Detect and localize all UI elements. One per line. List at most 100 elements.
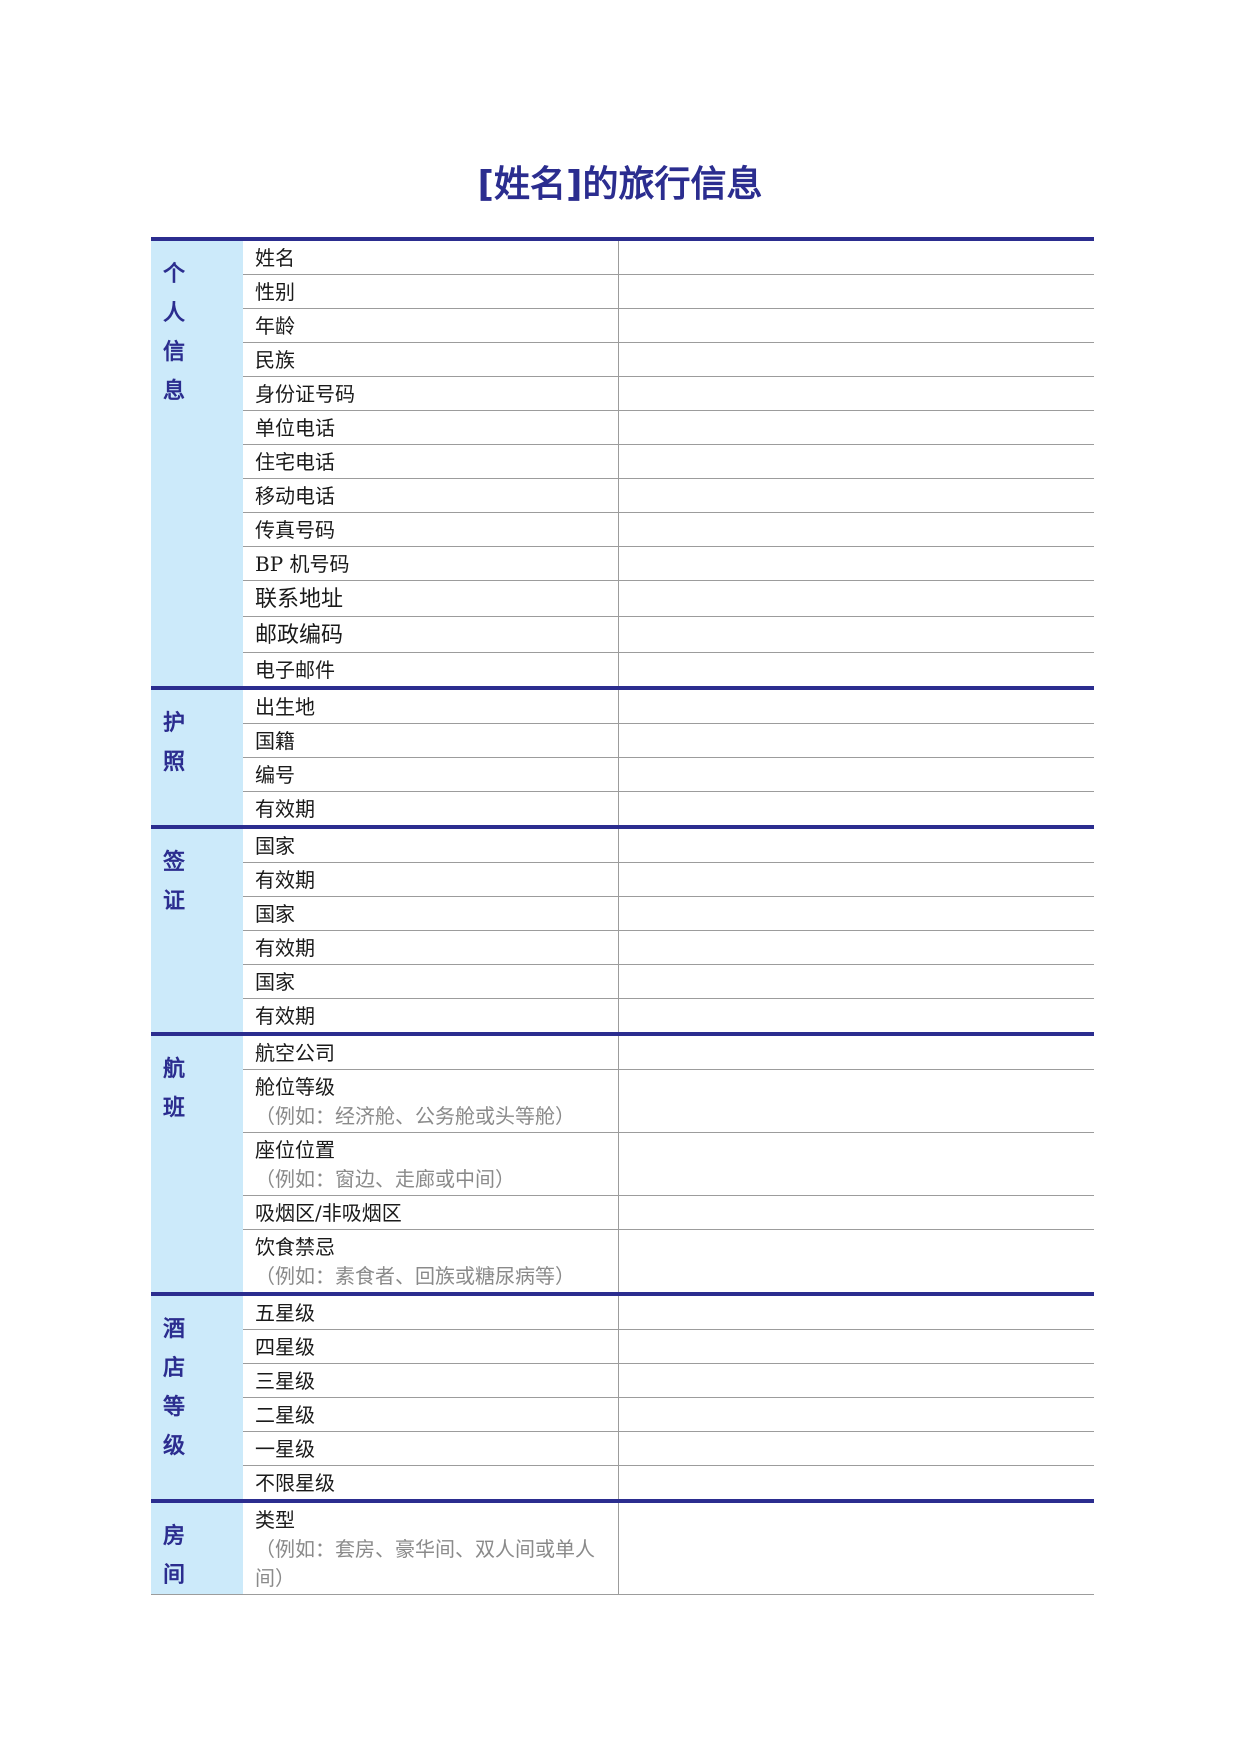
value-cell-address[interactable] [619, 581, 1094, 616]
field-label: 移动电话 [243, 479, 619, 512]
field-label: 国家 [243, 897, 619, 930]
form-row-name: 姓名 [243, 241, 1094, 274]
value-cell-fax[interactable] [619, 513, 1094, 546]
value-cell-airline[interactable] [619, 1036, 1094, 1069]
field-label: 航空公司 [243, 1036, 619, 1069]
field-label: 民族 [243, 343, 619, 376]
field-label-text: 座位位置 [255, 1138, 335, 1162]
field-label: 有效期 [243, 999, 619, 1032]
section-personal: 个人信息 姓名 性别 年龄 民族 身份证号码 [151, 237, 1094, 686]
value-cell-mobile[interactable] [619, 479, 1094, 512]
field-hint: （例如：窗边、走廊或中间） [255, 1167, 515, 1191]
field-label: 传真号码 [243, 513, 619, 546]
form-row-passport-expiry: 有效期 [243, 791, 1094, 825]
value-cell-room-type[interactable] [619, 1503, 1094, 1594]
form-row-room-type: 类型 （例如：套房、豪华间、双人间或单人间） [243, 1503, 1094, 1594]
form-row-airline: 航空公司 [243, 1036, 1094, 1069]
value-cell-four-star[interactable] [619, 1330, 1094, 1363]
field-label: 有效期 [243, 931, 619, 964]
form-row-cabin-class: 舱位等级 （例如：经济舱、公务舱或头等舱） [243, 1069, 1094, 1132]
value-cell-ethnicity[interactable] [619, 343, 1094, 376]
value-cell-one-star[interactable] [619, 1432, 1094, 1465]
value-cell-two-star[interactable] [619, 1398, 1094, 1431]
form-row-work-phone: 单位电话 [243, 410, 1094, 444]
value-cell-gender[interactable] [619, 275, 1094, 308]
field-label: 姓名 [243, 241, 619, 274]
travel-info-form: 个人信息 姓名 性别 年龄 民族 身份证号码 [151, 237, 1094, 1595]
form-row-seat: 座位位置 （例如：窗边、走廊或中间） [243, 1132, 1094, 1195]
field-label: 四星级 [243, 1330, 619, 1363]
form-row-visa-expiry: 有效期 [243, 862, 1094, 896]
field-label: 饮食禁忌 （例如：素食者、回族或糖尿病等） [243, 1230, 619, 1292]
field-label-text: 舱位等级 [255, 1075, 335, 1099]
section-title: 酒店等级 [163, 1317, 186, 1459]
form-row-four-star: 四星级 [243, 1329, 1094, 1363]
section-title: 护照 [163, 711, 186, 775]
value-cell-visa-expiry[interactable] [619, 999, 1094, 1032]
field-label: 一星级 [243, 1432, 619, 1465]
section-label-visa: 签证 [151, 829, 243, 1032]
form-row-five-star: 五星级 [243, 1296, 1094, 1329]
value-cell-visa-country[interactable] [619, 829, 1094, 862]
section-visa: 签证 国家 有效期 国家 有效期 国家 [151, 825, 1094, 1032]
form-row-nationality: 国籍 [243, 723, 1094, 757]
field-label: 出生地 [243, 690, 619, 723]
value-cell-passport-number[interactable] [619, 758, 1094, 791]
value-cell-diet[interactable] [619, 1230, 1094, 1292]
value-cell-pager[interactable] [619, 547, 1094, 580]
page-title: [姓名]的旅行信息 [477, 164, 763, 205]
value-cell-cabin-class[interactable] [619, 1070, 1094, 1132]
field-label: 不限星级 [243, 1466, 619, 1499]
field-label: 有效期 [243, 792, 619, 825]
section-title: 签证 [163, 850, 186, 914]
field-label: 年龄 [243, 309, 619, 342]
field-label: 二星级 [243, 1398, 619, 1431]
form-row-diet: 饮食禁忌 （例如：素食者、回族或糖尿病等） [243, 1229, 1094, 1292]
field-label: 国家 [243, 829, 619, 862]
form-row-any-star: 不限星级 [243, 1465, 1094, 1499]
form-row-age: 年龄 [243, 308, 1094, 342]
value-cell-postcode[interactable] [619, 617, 1094, 652]
value-cell-email[interactable] [619, 653, 1094, 686]
value-cell-any-star[interactable] [619, 1466, 1094, 1499]
value-cell-visa-country[interactable] [619, 897, 1094, 930]
field-label: 身份证号码 [243, 377, 619, 410]
section-passport: 护照 出生地 国籍 编号 有效期 [151, 686, 1094, 825]
form-row-id-number: 身份证号码 [243, 376, 1094, 410]
field-hint: （例如：经济舱、公务舱或头等舱） [255, 1104, 575, 1128]
value-cell-nationality[interactable] [619, 724, 1094, 757]
section-label-room: 房间 [151, 1503, 243, 1594]
form-row-postcode: 邮政编码 [243, 616, 1094, 652]
section-hotel: 酒店等级 五星级 四星级 三星级 二星级 一星级 [151, 1292, 1094, 1499]
form-row-visa-country: 国家 [243, 964, 1094, 998]
value-cell-work-phone[interactable] [619, 411, 1094, 444]
value-cell-visa-country[interactable] [619, 965, 1094, 998]
value-cell-seat[interactable] [619, 1133, 1094, 1195]
value-cell-visa-expiry[interactable] [619, 863, 1094, 896]
section-flight: 航班 航空公司 舱位等级 （例如：经济舱、公务舱或头等舱） 座位位置 （例如：窗… [151, 1032, 1094, 1292]
value-cell-id-number[interactable] [619, 377, 1094, 410]
field-label: 五星级 [243, 1296, 619, 1329]
section-title: 个人信息 [163, 262, 186, 404]
field-label: 邮政编码 [243, 617, 619, 652]
field-label: 类型 （例如：套房、豪华间、双人间或单人间） [243, 1503, 619, 1594]
value-cell-age[interactable] [619, 309, 1094, 342]
value-cell-passport-expiry[interactable] [619, 792, 1094, 825]
form-row-one-star: 一星级 [243, 1431, 1094, 1465]
section-title: 航班 [163, 1057, 186, 1121]
value-cell-smoking[interactable] [619, 1196, 1094, 1229]
form-row-email: 电子邮件 [243, 652, 1094, 686]
form-row-two-star: 二星级 [243, 1397, 1094, 1431]
form-row-passport-number: 编号 [243, 757, 1094, 791]
value-cell-visa-expiry[interactable] [619, 931, 1094, 964]
value-cell-five-star[interactable] [619, 1296, 1094, 1329]
form-row-pager: BP 机号码 [243, 546, 1094, 580]
section-title: 房间 [163, 1524, 186, 1588]
field-label: 电子邮件 [243, 653, 619, 686]
field-hint: （例如：套房、豪华间、双人间或单人间） [255, 1537, 595, 1590]
value-cell-home-phone[interactable] [619, 445, 1094, 478]
value-cell-three-star[interactable] [619, 1364, 1094, 1397]
value-cell-name[interactable] [619, 241, 1094, 274]
value-cell-birthplace[interactable] [619, 690, 1094, 723]
field-label: BP 机号码 [243, 547, 619, 580]
